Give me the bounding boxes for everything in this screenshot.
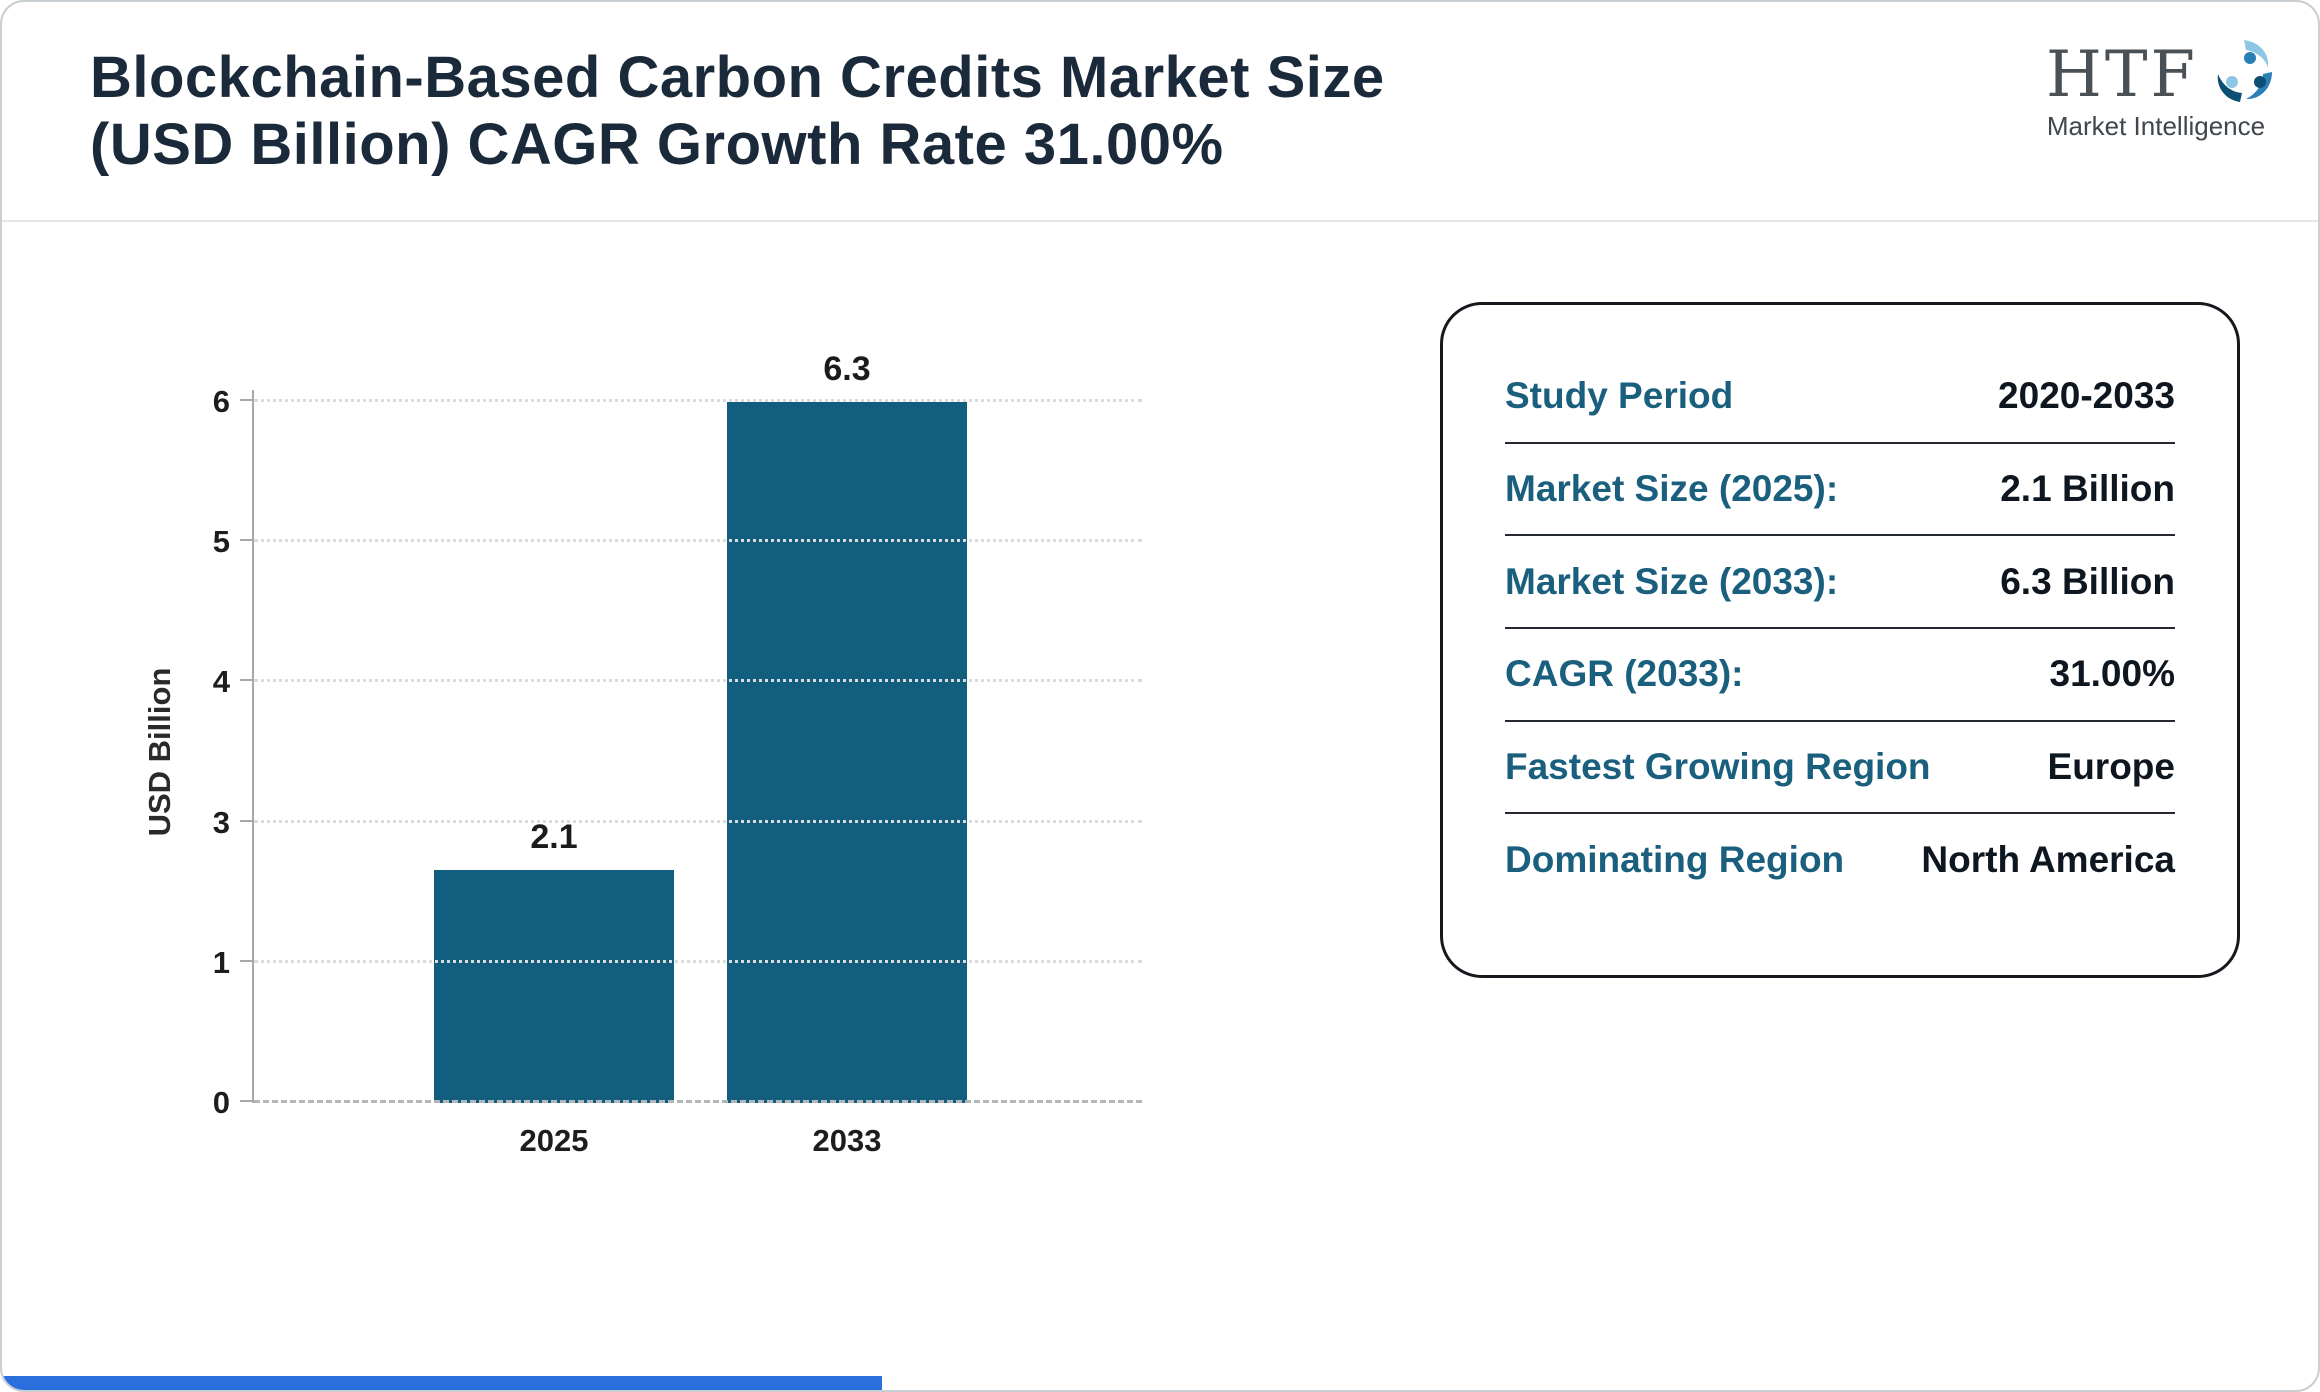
gridline-3: [254, 819, 1142, 823]
info-row-label: Study Period: [1505, 375, 1734, 417]
page-title: Blockchain-Based Carbon Credits Market S…: [90, 44, 1385, 179]
info-row-label: Market Size (2025):: [1505, 468, 1839, 509]
info-row-fastest-growing-region: Fastest Growing Region Europe: [1505, 722, 2175, 815]
bar-2025: 2.1: [434, 818, 674, 1103]
gridline-1: [254, 959, 1142, 963]
y-axis-line: [252, 390, 254, 1103]
x-tick-label-2033: 2033: [812, 1123, 882, 1158]
y-tick-mark: [240, 959, 254, 962]
y-tick-mark: [240, 539, 254, 542]
x-axis-labels: 2025 2033: [254, 1123, 1142, 1159]
htf-logo-text: HTF: [2046, 40, 2272, 109]
info-row-value: North America: [1921, 838, 2175, 880]
y-tick-mark: [240, 819, 254, 822]
info-row-label: Dominating Region: [1505, 838, 1845, 880]
gridline-4: [254, 679, 1142, 683]
y-tick-label-3: 3: [212, 804, 230, 840]
y-axis-title: USD Billion: [142, 667, 177, 837]
bottom-accent-strip: [2, 1376, 882, 1390]
info-row-dominating-region: Dominating Region North America: [1505, 814, 2175, 905]
info-row-value: 31.00%: [2049, 653, 2176, 695]
info-row-cagr-2033: CAGR (2033): 31.00%: [1505, 629, 2175, 722]
y-tick-label-6: 6: [212, 384, 230, 419]
y-tick-label-1: 1: [212, 944, 230, 980]
gridline-6: [254, 399, 1142, 402]
x-tick-label-2025: 2025: [519, 1123, 589, 1158]
gridline-5: [254, 539, 1142, 543]
y-tick-label-5: 5: [212, 524, 230, 560]
htf-logo-subtext: Market Intelligence: [2046, 111, 2266, 142]
info-row-value: 2020-2033: [1998, 375, 2175, 417]
htf-logo-swirl-icon: [2202, 30, 2286, 127]
y-tick-mark: [240, 1100, 254, 1102]
bars-container: 2.1 6.3: [254, 350, 1142, 1103]
market-summary-card: Study Period 2020-2033 Market Size (2025):…: [1440, 302, 2240, 978]
header-divider: [2, 220, 2318, 222]
info-row-value: 2.1 Billion: [2000, 468, 2175, 509]
info-row-study-period: Study Period 2020-2033: [1505, 351, 2175, 444]
gridline-0: [254, 1100, 1142, 1103]
info-row-value: Europe: [2047, 746, 2175, 788]
htf-logo-letters: HTF: [2046, 38, 2198, 112]
page-title-line2: (USD Billion) CAGR Growth Rate 31.00%: [90, 112, 1224, 178]
info-row-market-size-2025: Market Size (2025): 2.1 Billion: [1505, 444, 2175, 537]
page-title-line1: Blockchain-Based Carbon Credits Market S…: [90, 45, 1385, 110]
bar-2033: 6.3: [727, 350, 967, 1103]
info-row-label: Market Size (2033):: [1505, 560, 1839, 602]
info-row-label: CAGR (2033):: [1505, 653, 1744, 695]
y-tick-label-4: 4: [212, 664, 230, 700]
info-row-label: Fastest Growing Region: [1505, 746, 1931, 788]
bar-value-label-2025: 2.1: [530, 817, 578, 856]
y-tick-mark: [240, 399, 254, 401]
bar-value-label-2033: 6.3: [823, 350, 871, 388]
htf-logo: HTF Market Intelligence: [2046, 40, 2272, 142]
info-row-market-size-2033: Market Size (2033): 6.3 Billion: [1505, 536, 2175, 630]
y-tick-label-0: 0: [212, 1085, 230, 1120]
plot-area: 2.1 6.3 2025 2033 0 1 3 4 5 6: [213, 350, 1142, 1158]
info-row-value: 6.3 Billion: [2000, 560, 2175, 602]
y-tick-mark: [240, 679, 254, 682]
